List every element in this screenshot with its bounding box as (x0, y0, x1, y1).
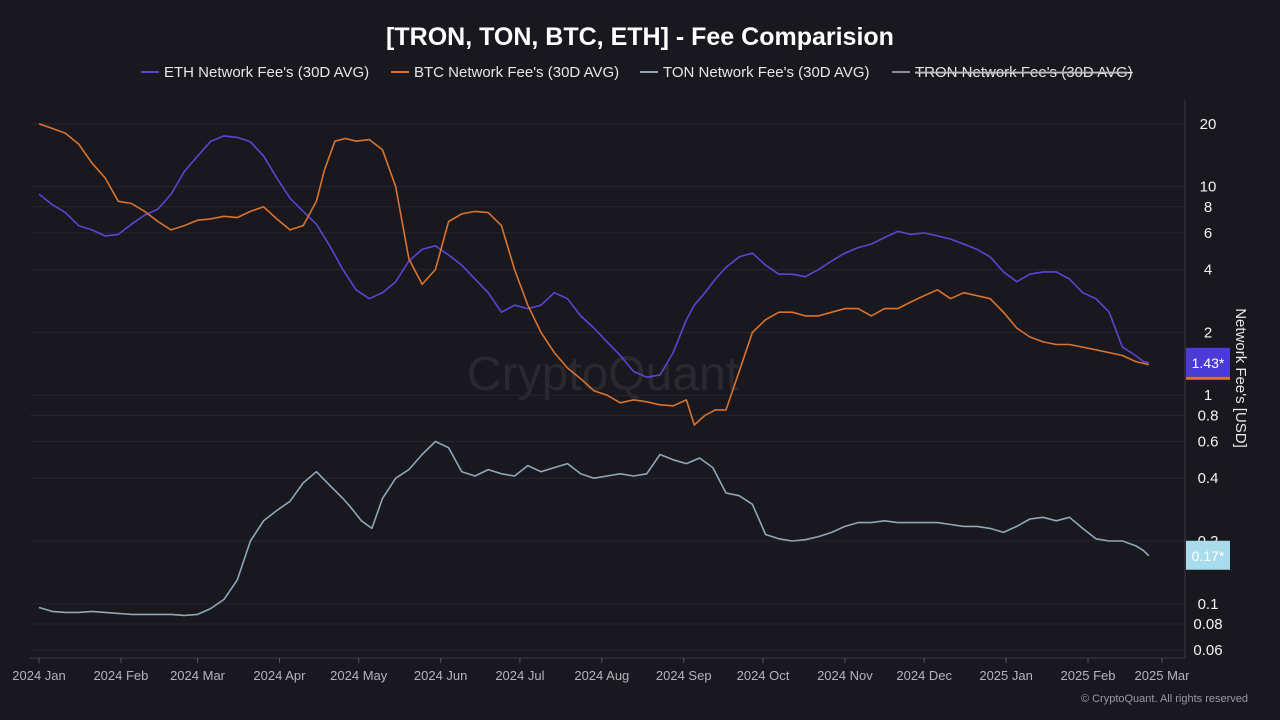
y-tick-label: 0.06 (1193, 642, 1222, 659)
series-lines (38, 123, 1150, 617)
btc-fee-line (38, 123, 1149, 426)
y-tick-label: 0.8 (1198, 407, 1219, 424)
badge-bg (1186, 347, 1230, 377)
x-tick-label: 2024 Jul (495, 668, 544, 683)
x-tick-label: 2024 Nov (817, 668, 873, 683)
y-tick-label: 6 (1204, 225, 1212, 242)
eth-fee-line (38, 135, 1149, 379)
legend-label: BTC Network Fee's (30D AVG) (414, 64, 619, 81)
x-tick-label: 2025 Jan (979, 668, 1033, 683)
ton-fee-line (38, 440, 1150, 617)
legend-item-btc[interactable]: BTC Network Fee's (30D AVG) (391, 64, 619, 81)
x-axis: 2024 Jan 2024 Feb 2024 Mar 2024 Apr 2024 May… (12, 657, 1191, 683)
end-badge-143: 1.43* (1186, 347, 1230, 377)
legend-item-eth[interactable]: ETH Network Fee's (30D AVG) (141, 64, 369, 81)
badge-value: 1.43* (1192, 355, 1225, 371)
y-tick-label: 1 (1204, 387, 1212, 404)
x-tick-label: 2024 Jun (414, 668, 468, 683)
btc-end-marker (1186, 376, 1230, 380)
legend-label: TON Network Fee's (30D AVG) (663, 64, 870, 81)
x-tick-label: 2024 Sep (656, 668, 712, 683)
y-tick-label: 10 (1200, 179, 1217, 196)
chart-title: [TRON, TON, BTC, ETH] - Fee Comparision (386, 23, 894, 51)
x-tick-label: 2024 Oct (737, 668, 790, 683)
legend-item-ton[interactable]: TON Network Fee's (30D AVG) (640, 64, 870, 81)
x-tick-label: 2024 May (330, 668, 388, 683)
badge-value: 0.17* (1192, 548, 1225, 564)
y-tick-label: 0.4 (1198, 470, 1219, 487)
x-tick-label: 2024 Apr (253, 668, 306, 683)
end-badge-017: 0.17* (1186, 540, 1230, 570)
x-tick-label: 2024 Aug (574, 668, 629, 683)
y-tick-label: 0.1 (1198, 596, 1219, 613)
grid-lines (30, 123, 1185, 651)
x-tick-label: 2024 Feb (93, 668, 148, 683)
y-tick-label: 2 (1204, 324, 1212, 341)
x-tick-label: 2025 Mar (1135, 668, 1191, 683)
copyright: © CryptoQuant. All rights reserved (1081, 693, 1248, 705)
y-tick-label: 0.6 (1198, 433, 1219, 450)
watermark: CryptoQuant (467, 348, 739, 401)
y-axis-label: Network Fee's [USD] (1232, 308, 1249, 448)
badge-bg (1186, 540, 1230, 570)
y-tick-label: 20 (1200, 116, 1217, 133)
legend: ETH Network Fee's (30D AVG) BTC Network F… (141, 64, 1133, 81)
x-tick-label: 2024 Mar (170, 668, 226, 683)
legend-label: ETH Network Fee's (30D AVG) (164, 64, 369, 81)
x-tick-label: 2024 Dec (896, 668, 952, 683)
x-tick-label: 2024 Jan (12, 668, 66, 683)
y-tick-label: 8 (1204, 199, 1212, 216)
legend-item-tron[interactable]: TRON Network Fee's (30D AVG) (892, 64, 1133, 81)
x-tick-label: 2025 Feb (1061, 668, 1116, 683)
y-tick-label: 4 (1204, 262, 1212, 279)
end-value-badges: 1.43* 0.17* (1186, 347, 1230, 570)
y-tick-label: 0.08 (1193, 616, 1222, 633)
